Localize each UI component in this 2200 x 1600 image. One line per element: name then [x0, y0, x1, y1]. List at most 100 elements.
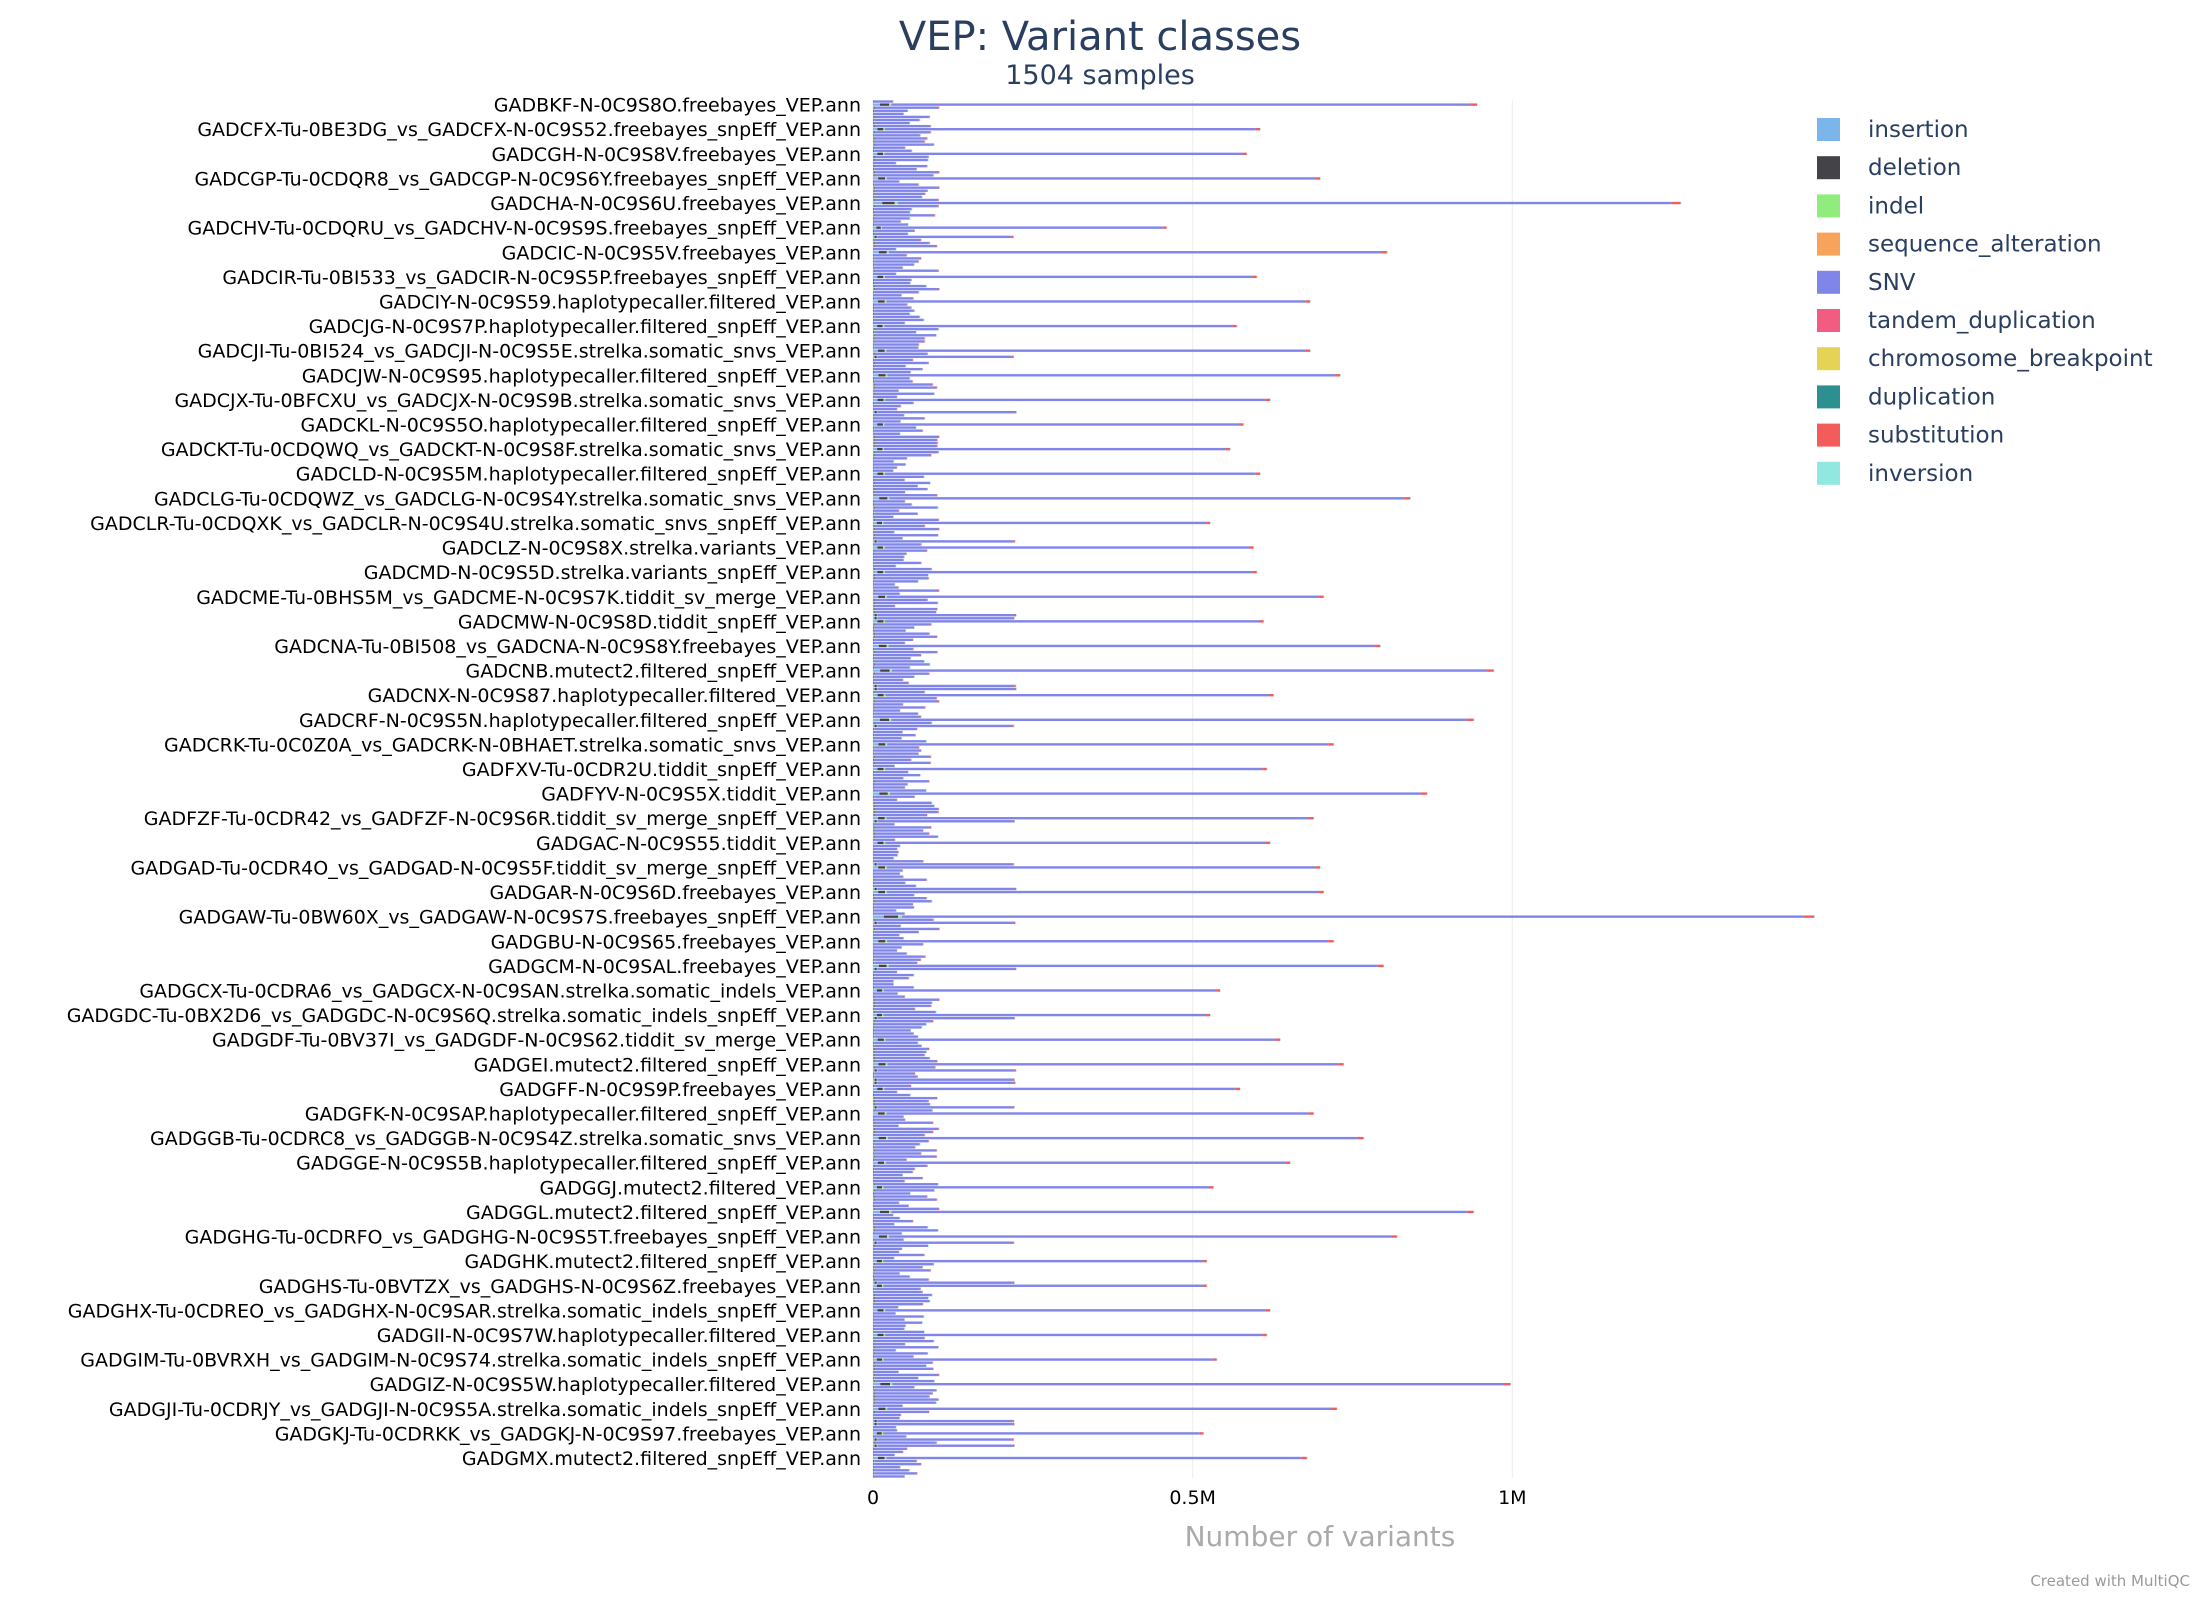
- bar-stack[interactable]: [873, 724, 1015, 728]
- bar-stack[interactable]: [873, 1106, 1015, 1109]
- bar-stack[interactable]: [873, 1189, 935, 1192]
- bar-stack[interactable]: [873, 260, 920, 263]
- bar-stack[interactable]: [873, 380, 914, 383]
- bar-stack[interactable]: [873, 706, 926, 709]
- bar-stack[interactable]: [873, 946, 903, 949]
- bar-stack[interactable]: [873, 146, 906, 149]
- bar-stack-labeled[interactable]: [873, 1161, 1291, 1164]
- bar-stack[interactable]: [873, 115, 931, 119]
- bar-stack[interactable]: [873, 820, 1016, 823]
- bar-stack[interactable]: [873, 1272, 901, 1275]
- bar-stack[interactable]: [873, 1084, 912, 1088]
- bar-stack[interactable]: [873, 1115, 904, 1118]
- bar-stack[interactable]: [873, 900, 933, 903]
- bar-stack[interactable]: [873, 804, 935, 808]
- bar-stack[interactable]: [873, 149, 913, 152]
- bar-stack[interactable]: [873, 450, 940, 454]
- bar-stack[interactable]: [873, 438, 938, 442]
- legend-item-inversion[interactable]: inversion: [1817, 461, 1973, 487]
- bar-stack[interactable]: [873, 371, 912, 374]
- bar-stack[interactable]: [873, 1398, 940, 1401]
- bar-stack[interactable]: [873, 755, 932, 758]
- bar-stack[interactable]: [873, 672, 930, 675]
- bar-stack-labeled[interactable]: [873, 718, 1475, 721]
- bar-stack[interactable]: [873, 1355, 914, 1358]
- bar-stack[interactable]: [873, 284, 927, 288]
- bar-stack[interactable]: [873, 1216, 901, 1220]
- bar-stack[interactable]: [873, 758, 912, 761]
- bar-stack[interactable]: [873, 503, 913, 506]
- bar-stack[interactable]: [873, 457, 908, 460]
- bar-stack-labeled[interactable]: [873, 644, 1381, 648]
- bar-stack[interactable]: [873, 530, 895, 534]
- bar-stack[interactable]: [873, 1422, 1015, 1426]
- bar-stack[interactable]: [873, 1444, 1015, 1447]
- bar-stack[interactable]: [873, 1389, 937, 1392]
- bar-stack[interactable]: [873, 134, 921, 137]
- bar-stack[interactable]: [873, 198, 940, 202]
- bar-stack[interactable]: [873, 1093, 911, 1097]
- bar-stacks[interactable]: [873, 100, 1815, 1478]
- bar-stack-labeled[interactable]: [873, 497, 1411, 500]
- bar-stack[interactable]: [873, 1155, 938, 1158]
- bar-stack[interactable]: [873, 1266, 924, 1269]
- bar-stack[interactable]: [873, 1044, 923, 1048]
- bar-stack[interactable]: [873, 626, 915, 629]
- bar-stack[interactable]: [873, 1256, 895, 1260]
- bar-stack[interactable]: [873, 1069, 1017, 1072]
- bar-stack[interactable]: [873, 407, 898, 411]
- bar-stack[interactable]: [873, 1152, 922, 1155]
- bar-stack[interactable]: [873, 1164, 928, 1167]
- bar-stack[interactable]: [873, 980, 894, 983]
- bar-stack[interactable]: [873, 580, 919, 583]
- bar-stack[interactable]: [873, 220, 902, 223]
- bar-stack[interactable]: [873, 204, 940, 208]
- bar-stack[interactable]: [873, 1232, 903, 1235]
- bar-stack[interactable]: [873, 487, 929, 491]
- bar-stack-labeled[interactable]: [873, 128, 1261, 131]
- bar-stack[interactable]: [873, 601, 939, 605]
- bar-stack[interactable]: [873, 1386, 915, 1389]
- bar-stack[interactable]: [873, 441, 939, 445]
- bar-stack-labeled[interactable]: [873, 1456, 1308, 1460]
- bar-stack[interactable]: [873, 266, 904, 269]
- legend-item-duplication[interactable]: duplication: [1817, 384, 1995, 410]
- bar-stack-labeled[interactable]: [873, 1259, 1208, 1263]
- bar-stack[interactable]: [873, 312, 911, 315]
- bar-stack[interactable]: [873, 269, 940, 272]
- bar-stack[interactable]: [873, 1056, 931, 1060]
- bar-stack[interactable]: [873, 241, 931, 245]
- bar-stack[interactable]: [873, 1401, 937, 1404]
- bar-stack[interactable]: [873, 1327, 905, 1331]
- bar-stack[interactable]: [873, 1047, 930, 1051]
- bar-stack[interactable]: [873, 291, 920, 294]
- bar-stack-labeled[interactable]: [873, 398, 1271, 402]
- bar-stack[interactable]: [873, 783, 909, 786]
- bar-stack[interactable]: [873, 746, 920, 749]
- bar-stack[interactable]: [873, 740, 927, 743]
- bar-stack[interactable]: [873, 641, 906, 645]
- bar-stack[interactable]: [873, 638, 914, 642]
- bar-stack[interactable]: [873, 1198, 938, 1201]
- bar-stack[interactable]: [873, 1376, 919, 1380]
- bar-stack-labeled[interactable]: [873, 1382, 1512, 1386]
- bar-stack[interactable]: [873, 1238, 905, 1241]
- bar-stack[interactable]: [873, 838, 896, 841]
- bar-stack[interactable]: [873, 174, 935, 177]
- bar-stack[interactable]: [873, 1158, 908, 1161]
- bar-stack-labeled[interactable]: [873, 595, 1325, 598]
- bar-stack[interactable]: [873, 555, 905, 558]
- bar-stack[interactable]: [873, 183, 920, 186]
- bar-stack[interactable]: [873, 607, 938, 611]
- bar-stack[interactable]: [873, 1253, 925, 1257]
- bar-stack-labeled[interactable]: [873, 152, 1248, 156]
- bar-stack-labeled[interactable]: [873, 1186, 1214, 1189]
- bar-stack[interactable]: [873, 1130, 934, 1134]
- bar-stack-labeled[interactable]: [873, 300, 1311, 303]
- bar-stack[interactable]: [873, 1127, 940, 1131]
- bar-stack[interactable]: [873, 660, 925, 663]
- bar-stack-labeled[interactable]: [873, 1038, 1281, 1041]
- bar-stack[interactable]: [873, 186, 940, 189]
- bar-stack[interactable]: [873, 857, 895, 860]
- bar-stack[interactable]: [873, 1103, 931, 1106]
